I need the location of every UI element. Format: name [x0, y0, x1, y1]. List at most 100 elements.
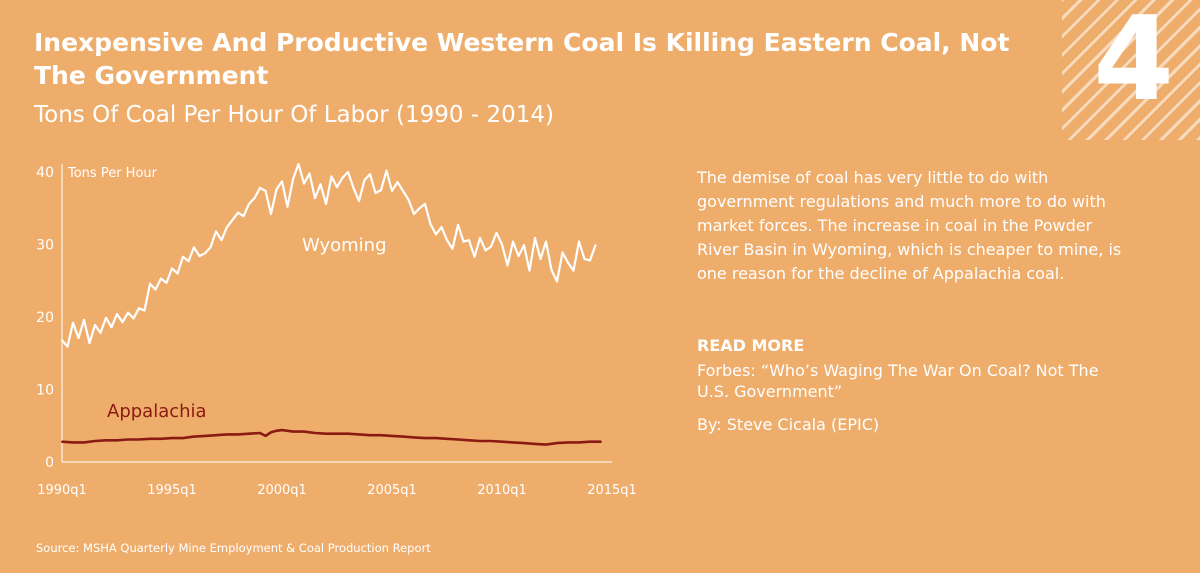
data-point-appalachia — [204, 434, 206, 437]
data-point-wyoming — [253, 197, 256, 200]
data-point-appalachia — [160, 437, 162, 440]
data-point-wyoming — [418, 207, 421, 210]
data-point-wyoming — [589, 259, 591, 262]
data-point-appalachia — [446, 437, 448, 440]
data-point-wyoming — [215, 230, 217, 233]
data-point-appalachia — [248, 432, 250, 435]
data-point-wyoming — [473, 255, 476, 258]
data-point-wyoming — [374, 192, 377, 195]
data-point-wyoming — [226, 226, 228, 229]
read-more-heading[interactable]: READ MORE — [697, 336, 805, 355]
data-point-wyoming — [396, 181, 399, 184]
data-point-wyoming — [198, 255, 201, 258]
data-point-wyoming — [336, 186, 338, 189]
data-point-appalachia — [270, 431, 272, 434]
page-title: Inexpensive And Productive Western Coal … — [34, 28, 1010, 90]
data-point-wyoming — [319, 183, 322, 186]
data-point-appalachia — [435, 437, 437, 440]
data-point-appalachia — [369, 434, 371, 437]
data-point-appalachia — [347, 432, 349, 435]
data-point-wyoming — [347, 171, 349, 173]
data-point-appalachia — [303, 430, 305, 433]
data-point-wyoming — [512, 240, 514, 243]
data-point-wyoming — [358, 200, 360, 202]
data-point-appalachia — [501, 440, 503, 443]
data-point-wyoming — [77, 337, 80, 340]
data-point-appalachia — [149, 437, 151, 440]
data-point-wyoming — [424, 202, 426, 205]
data-point-wyoming — [352, 186, 355, 189]
data-point-wyoming — [83, 318, 85, 321]
data-point-wyoming — [270, 213, 272, 216]
panel-number: 4 — [1093, 0, 1174, 127]
data-point-wyoming — [281, 180, 283, 183]
data-point-appalachia — [479, 439, 481, 442]
data-point-appalachia — [567, 441, 569, 444]
data-point-wyoming — [501, 243, 503, 246]
y-tick-label: 0 — [45, 455, 54, 471]
data-point-wyoming — [523, 244, 525, 247]
y-axis-label: Tons Per Hour — [67, 166, 158, 181]
data-point-wyoming — [330, 175, 333, 178]
data-point-appalachia — [182, 437, 184, 440]
data-point-wyoming — [528, 269, 531, 272]
data-point-appalachia — [578, 441, 580, 444]
data-point-appalachia — [512, 441, 514, 444]
x-tick-label: 2005q1 — [367, 483, 417, 498]
data-point-wyoming — [369, 173, 371, 176]
data-point-wyoming — [303, 182, 305, 185]
data-point-wyoming — [72, 321, 74, 324]
data-point-wyoming — [286, 205, 289, 208]
data-point-appalachia — [336, 432, 338, 435]
series-label-appalachia: Appalachia — [107, 401, 207, 422]
data-point-appalachia — [380, 434, 382, 437]
data-point-wyoming — [380, 189, 382, 192]
data-point-wyoming — [275, 188, 278, 191]
data-point-appalachia — [83, 441, 85, 444]
data-point-wyoming — [462, 240, 465, 243]
data-point-wyoming — [259, 186, 261, 189]
data-point-appalachia — [413, 436, 415, 439]
x-tick-label: 2015q1 — [587, 483, 637, 498]
data-point-wyoming — [187, 260, 190, 263]
data-point-appalachia — [215, 434, 217, 437]
x-tick-label: 1990q1 — [37, 483, 87, 498]
data-point-wyoming — [116, 313, 118, 316]
data-point-wyoming — [572, 269, 575, 272]
data-point-appalachia — [523, 442, 525, 445]
data-point-wyoming — [127, 311, 129, 314]
data-point-appalachia — [600, 440, 602, 443]
data-point-wyoming — [149, 282, 151, 285]
data-point-wyoming — [550, 268, 553, 271]
data-point-appalachia — [457, 438, 459, 441]
data-point-appalachia — [116, 439, 118, 442]
article-link[interactable]: Forbes: “Who’s Waging The War On Coal? N… — [697, 361, 1099, 401]
data-point-appalachia — [127, 438, 129, 441]
data-point-appalachia — [292, 430, 294, 433]
data-point-wyoming — [517, 255, 520, 258]
data-point-appalachia — [358, 433, 360, 436]
data-point-appalachia — [94, 439, 96, 442]
data-point-appalachia — [237, 433, 239, 436]
data-point-appalachia — [556, 442, 558, 445]
y-tick-label: 10 — [36, 383, 54, 399]
series-label-wyoming: Wyoming — [302, 235, 387, 256]
data-point-wyoming — [204, 252, 206, 255]
productivity-line-chart: Tons Per Hour 0 10 20 30 40 1990q1 1995q1 2000… — [36, 162, 637, 498]
data-point-wyoming — [506, 264, 509, 267]
data-point-wyoming — [391, 189, 393, 192]
data-point-appalachia — [259, 432, 261, 434]
data-point-wyoming — [121, 321, 124, 324]
data-point-wyoming — [88, 342, 91, 345]
data-point-wyoming — [297, 163, 300, 166]
x-tick-label: 2010q1 — [477, 483, 527, 498]
data-point-wyoming — [457, 223, 459, 226]
diagonal-hatch-pattern — [1062, 0, 1200, 140]
data-point-appalachia — [545, 443, 547, 446]
data-point-wyoming — [578, 240, 580, 243]
y-tick-label: 30 — [36, 238, 54, 254]
data-point-appalachia — [325, 432, 327, 435]
data-point-wyoming — [429, 223, 432, 226]
data-point-appalachia — [314, 432, 316, 434]
data-point-wyoming — [182, 255, 184, 258]
